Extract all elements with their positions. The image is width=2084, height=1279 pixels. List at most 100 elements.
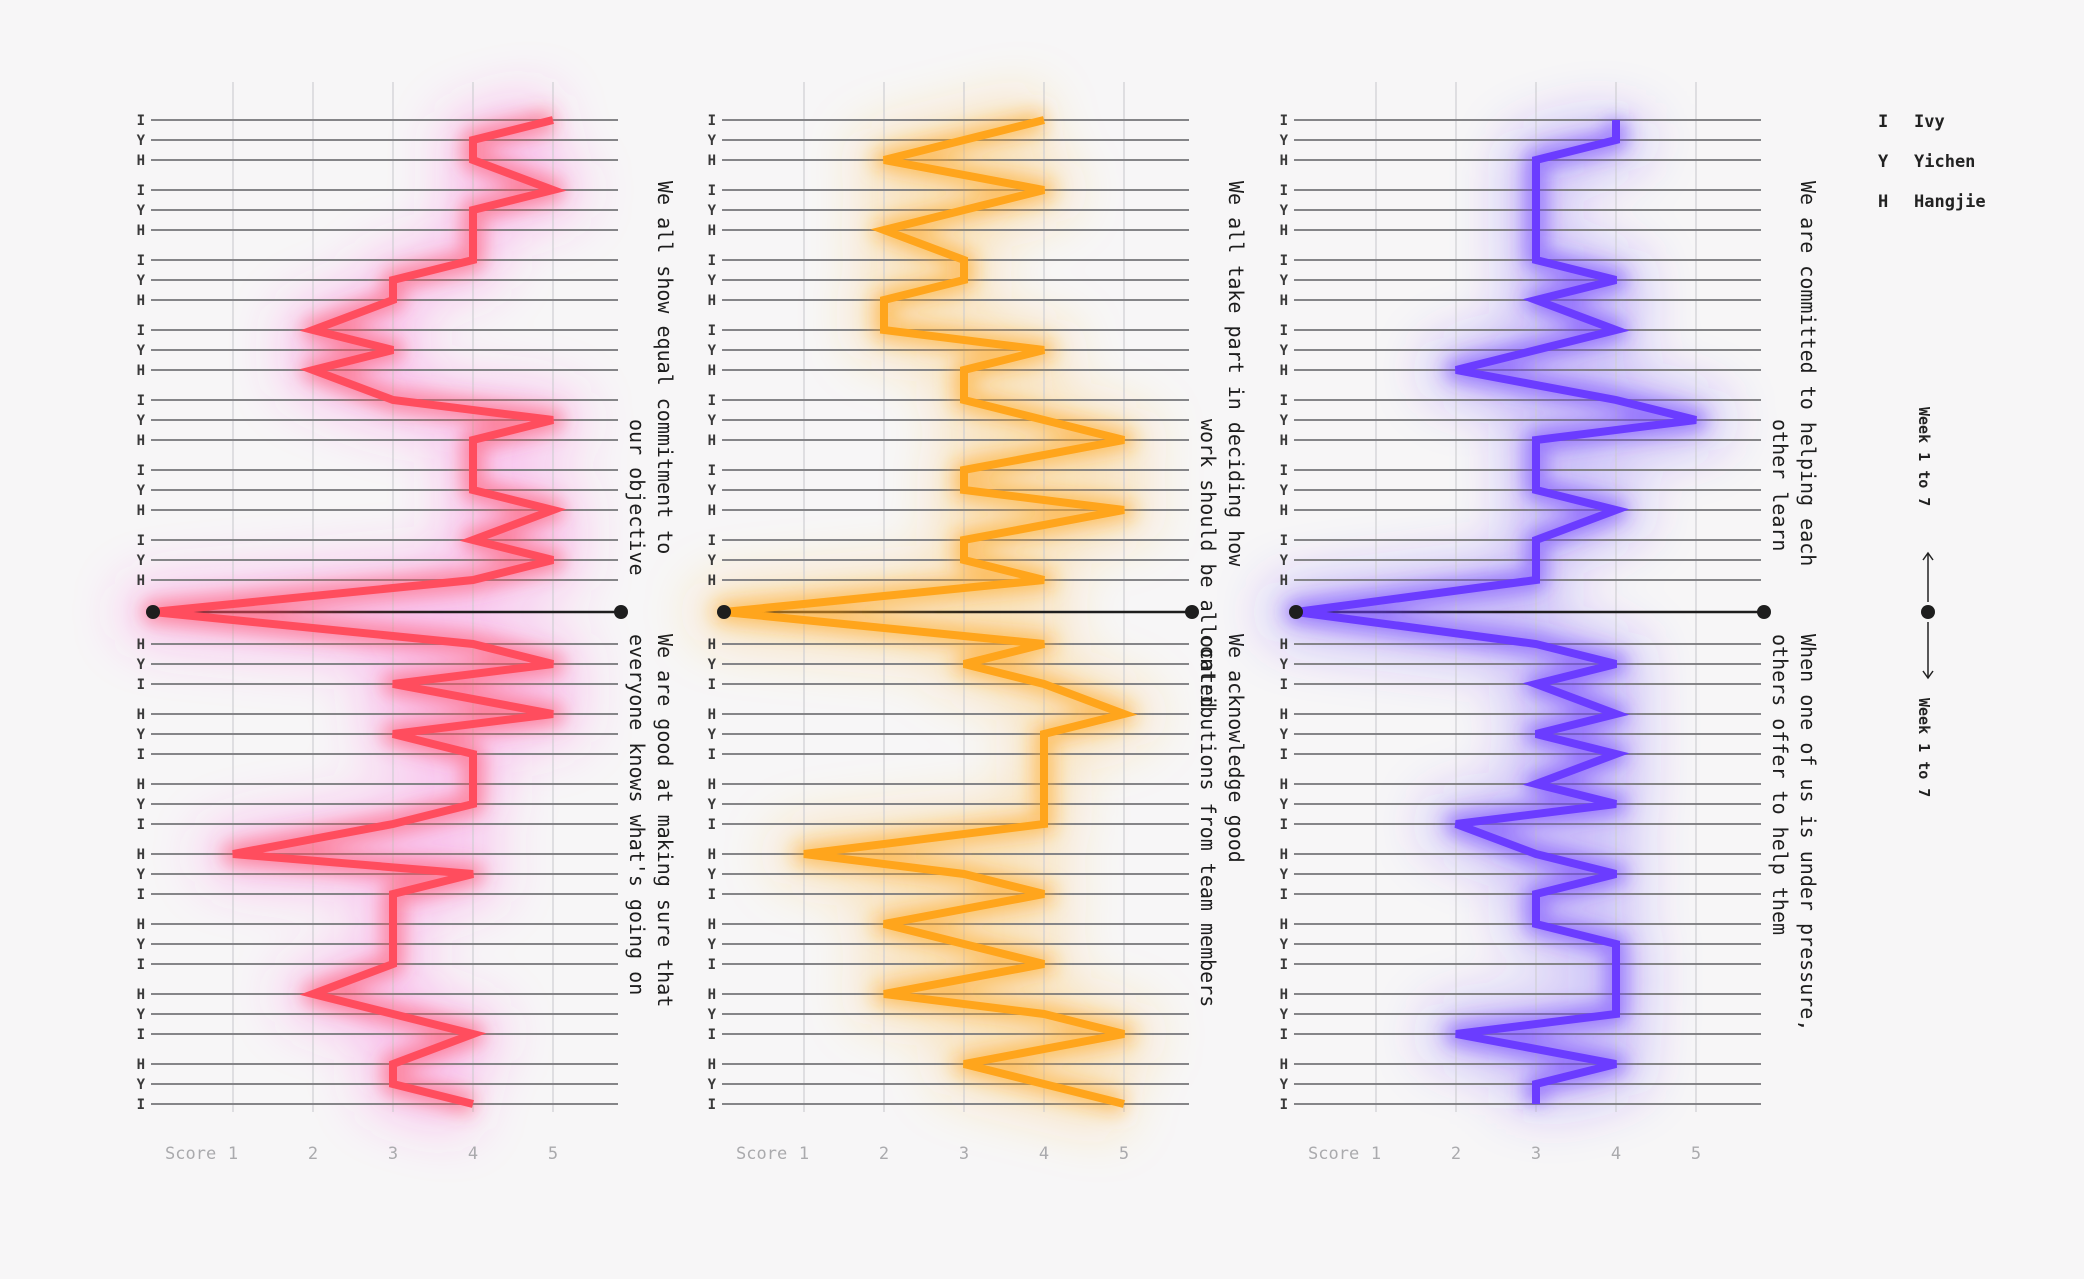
legend-name-yichen: Yichen xyxy=(1914,152,1975,172)
row-label-Y: Y xyxy=(708,273,717,289)
row-label-Y: Y xyxy=(708,483,717,499)
panel-2: IYHIYHIYHIYHIYHIYHIYHHYIHYIHYIHYIHYIHYIH… xyxy=(694,82,1248,1164)
row-label-Y: Y xyxy=(708,657,717,673)
row-label-I: I xyxy=(137,253,145,269)
row-label-Y: Y xyxy=(137,657,146,673)
row-label-Y: Y xyxy=(708,1077,717,1093)
row-label-Y: Y xyxy=(708,727,717,743)
axis-end-dot xyxy=(614,605,628,619)
row-label-I: I xyxy=(708,393,716,409)
row-label-I: I xyxy=(137,183,145,199)
row-label-I: I xyxy=(137,887,145,903)
row-label-I: I xyxy=(708,887,716,903)
row-label-I: I xyxy=(137,1027,145,1043)
row-label-H: H xyxy=(137,637,145,653)
row-label-Y: Y xyxy=(1280,657,1289,673)
row-label-I: I xyxy=(137,747,145,763)
row-label-Y: Y xyxy=(137,867,146,883)
row-label-Y: Y xyxy=(1280,483,1289,499)
statement-bottom-line-2: contributions from team members xyxy=(1196,634,1220,1007)
row-label-H: H xyxy=(137,503,145,519)
row-label-Y: Y xyxy=(137,797,146,813)
axis-origin-dot xyxy=(1289,605,1303,619)
row-label-H: H xyxy=(137,363,145,379)
statement-top-line-1: We all show equal commitment to xyxy=(653,181,677,554)
row-label-I: I xyxy=(1280,253,1288,269)
score-tick-5: 5 xyxy=(1691,1144,1701,1164)
row-label-H: H xyxy=(1280,917,1288,933)
row-label-H: H xyxy=(137,293,145,309)
week-arrow-down-head xyxy=(1922,670,1934,680)
statement-top-line-2: other learn xyxy=(1768,419,1792,551)
row-label-H: H xyxy=(137,153,145,169)
row-label-H: H xyxy=(708,153,716,169)
row-label-Y: Y xyxy=(137,413,146,429)
row-label-H: H xyxy=(137,433,145,449)
statement-bottom-line-1: We are good at making sure that xyxy=(653,634,677,1007)
score-tick-2: 2 xyxy=(1451,1144,1461,1164)
row-label-Y: Y xyxy=(137,937,146,953)
row-label-I: I xyxy=(708,677,716,693)
legend-abbr-ivy: I xyxy=(1878,112,1888,132)
axis-end-dot xyxy=(1185,605,1199,619)
week-label-down: Week 1 to 7 xyxy=(1915,698,1933,797)
row-label-Y: Y xyxy=(708,133,717,149)
row-label-H: H xyxy=(708,1057,716,1073)
row-label-H: H xyxy=(1280,1057,1288,1073)
row-label-I: I xyxy=(1280,887,1288,903)
statement-top-line-2: work should be allocated xyxy=(1196,419,1220,708)
legend-abbr-yichen: Y xyxy=(1878,152,1889,172)
row-label-Y: Y xyxy=(137,483,146,499)
row-label-I: I xyxy=(1280,747,1288,763)
row-label-I: I xyxy=(708,533,716,549)
row-label-H: H xyxy=(137,707,145,723)
row-label-H: H xyxy=(1280,223,1288,239)
row-label-Y: Y xyxy=(708,413,717,429)
axis-origin-dot xyxy=(717,605,731,619)
row-label-I: I xyxy=(137,113,145,129)
statement-bottom-line-2: everyone knows what's going on xyxy=(625,634,649,995)
row-label-I: I xyxy=(1280,113,1288,129)
row-label-Y: Y xyxy=(137,343,146,359)
score-tick-4: 4 xyxy=(468,1144,478,1164)
row-label-I: I xyxy=(1280,393,1288,409)
row-label-H: H xyxy=(1280,847,1288,863)
row-label-I: I xyxy=(1280,533,1288,549)
row-label-H: H xyxy=(1280,637,1288,653)
row-label-I: I xyxy=(1280,323,1288,339)
statement-top-line-2: our objective xyxy=(625,419,649,576)
row-label-I: I xyxy=(708,253,716,269)
row-label-Y: Y xyxy=(1280,343,1289,359)
row-label-H: H xyxy=(708,573,716,589)
panel-1: IYHIYHIYHIYHIYHIYHIYHHYIHYIHYIHYIHYIHYIH… xyxy=(123,82,677,1164)
row-label-H: H xyxy=(1280,363,1288,379)
row-label-Y: Y xyxy=(137,203,146,219)
row-label-H: H xyxy=(137,917,145,933)
row-label-H: H xyxy=(1280,503,1288,519)
score-tick-3: 3 xyxy=(388,1144,398,1164)
score-tick-5: 5 xyxy=(548,1144,558,1164)
row-label-I: I xyxy=(708,1097,716,1113)
row-label-Y: Y xyxy=(1280,727,1289,743)
week-key-dot xyxy=(1921,605,1935,619)
row-label-H: H xyxy=(137,847,145,863)
score-axis-label: Score xyxy=(1308,1144,1359,1164)
row-label-I: I xyxy=(137,463,145,479)
row-label-Y: Y xyxy=(708,937,717,953)
row-label-H: H xyxy=(137,1057,145,1073)
row-label-Y: Y xyxy=(708,203,717,219)
row-label-Y: Y xyxy=(1280,553,1289,569)
statement-bottom-line-2: others offer to help them xyxy=(1768,634,1792,935)
week-direction-key: Week 1 to 7 Week 1 to 7 xyxy=(1915,407,1935,797)
axis-end-dot xyxy=(1757,605,1771,619)
score-tick-3: 3 xyxy=(959,1144,969,1164)
row-label-Y: Y xyxy=(708,867,717,883)
row-label-I: I xyxy=(137,817,145,833)
row-label-I: I xyxy=(1280,463,1288,479)
row-label-I: I xyxy=(708,323,716,339)
row-label-Y: Y xyxy=(1280,937,1289,953)
row-label-H: H xyxy=(708,987,716,1003)
row-label-Y: Y xyxy=(137,1007,146,1023)
row-label-H: H xyxy=(1280,707,1288,723)
row-label-Y: Y xyxy=(137,133,146,149)
